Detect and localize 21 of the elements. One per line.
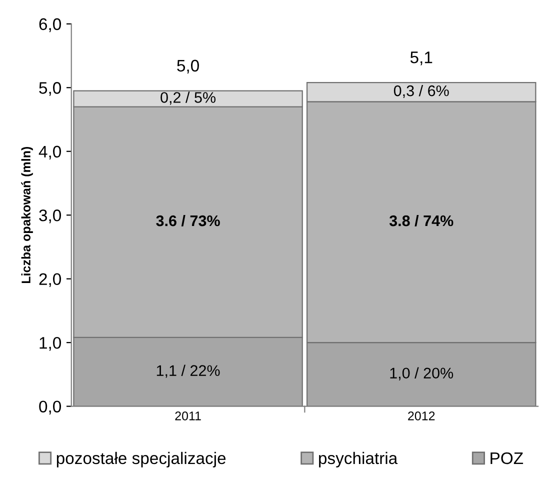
data-label: 1,1 / 22%: [156, 364, 220, 378]
y-tick-label: 6,0: [39, 18, 61, 32]
y-tick-label: 1,0: [40, 336, 61, 351]
x-tick-label: 2011: [175, 411, 201, 420]
data-label: 0,2 / 5%: [160, 92, 216, 105]
data-label: 3.8 / 74%: [389, 214, 454, 226]
total-label: 5,0: [177, 60, 199, 74]
data-label: 3.6 / 73%: [156, 214, 220, 226]
data-label: 1,0 / 20%: [390, 367, 454, 380]
y-tick-label: 4,0: [38, 146, 61, 160]
legend-label: pozostałe specjalizacje: [56, 452, 226, 468]
y-tick-label: 5,0: [39, 82, 61, 96]
x-tick-label: 2012: [408, 411, 435, 420]
y-tick-label: 3,0: [39, 210, 61, 224]
data-label: 0,3 / 6%: [394, 84, 449, 98]
legend-label: psychiatria: [319, 452, 398, 468]
total-label: 5,1: [410, 52, 432, 66]
y-tick-label: 2,0: [39, 273, 61, 288]
y-axis-title: Liczba opakowań (mln): [21, 146, 33, 284]
legend-label: POZ: [490, 452, 524, 464]
y-tick-label: 0,0: [39, 400, 61, 414]
